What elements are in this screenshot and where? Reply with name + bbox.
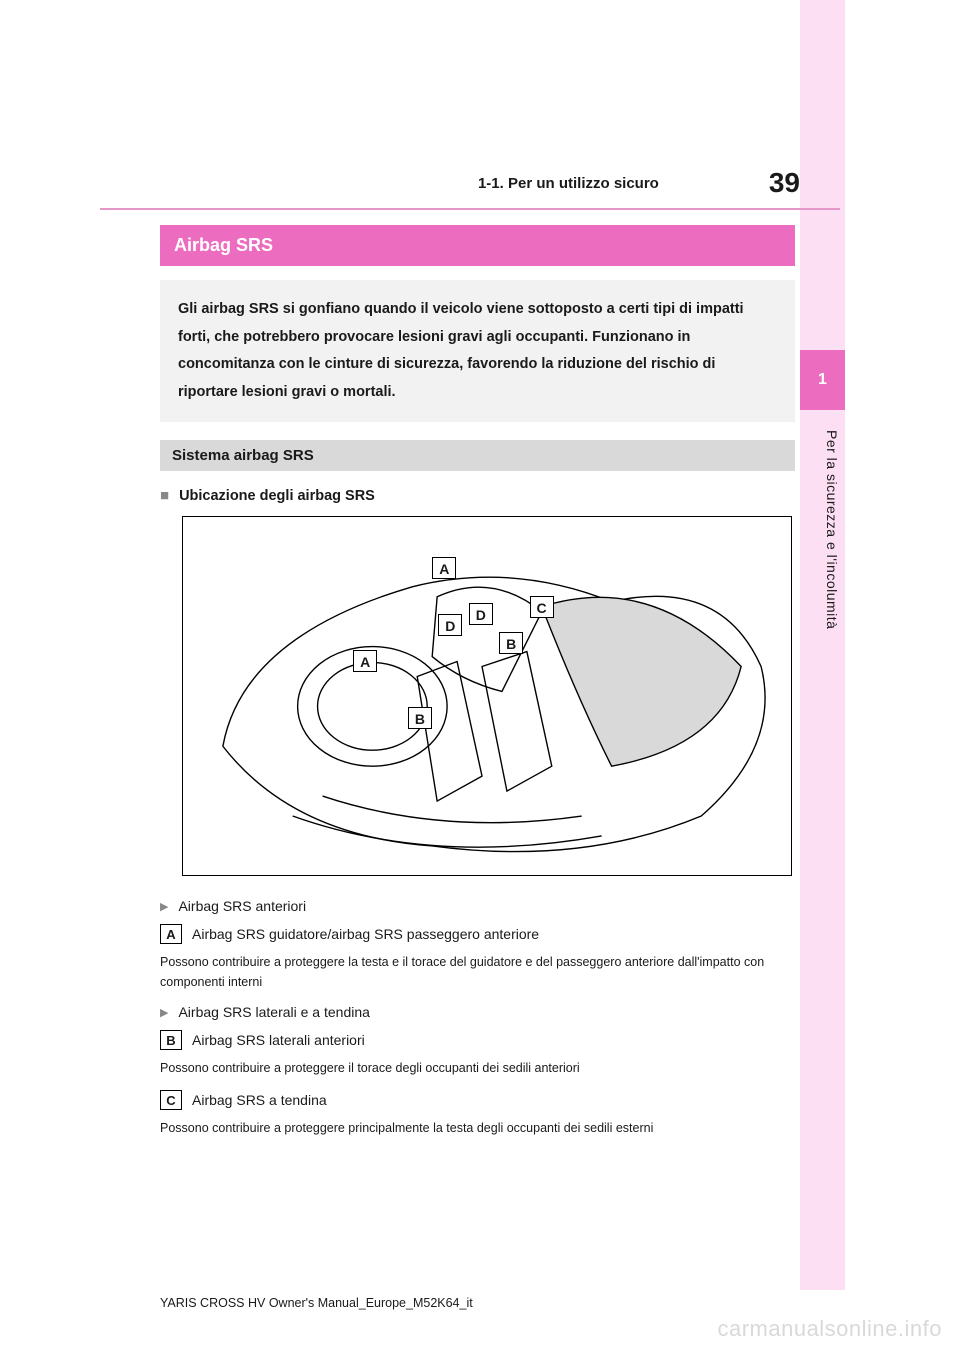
square-bullet-label: Ubicazione degli airbag SRS [179,488,375,504]
diagram-label-b: B [408,707,432,729]
chapter-side-label: Per la sicurezza e l'incolumità [820,430,840,629]
item-a-desc: Possono contribuire a proteggere la test… [160,952,795,992]
diagram-label-a: A [432,557,456,579]
square-bullet-icon: ■ [160,487,169,504]
group-heading-1: ▶ Airbag SRS anteriori [160,898,795,914]
header-rule [100,208,840,210]
item-b-label: Airbag SRS laterali anteriori [192,1032,365,1048]
group-heading-2: ▶ Airbag SRS laterali e a tendina [160,1004,795,1020]
item-c-row: C Airbag SRS a tendina [160,1090,795,1110]
intro-summary-box: Gli airbag SRS si gonfiano quando il vei… [160,280,795,422]
triangle-bullet-icon: ▶ [160,900,168,913]
page-content: Airbag SRS Gli airbag SRS si gonfiano qu… [160,225,795,1150]
item-a-row: A Airbag SRS guidatore/airbag SRS passeg… [160,924,795,944]
section-path: 1-1. Per un utilizzo sicuro [478,175,769,192]
chapter-tab: 1 [800,350,845,410]
group-heading-1-text: Airbag SRS anteriori [178,898,306,914]
item-b-row: B Airbag SRS laterali anteriori [160,1030,795,1050]
letter-box-a: A [160,924,182,944]
group-heading-2-text: Airbag SRS laterali e a tendina [178,1004,369,1020]
page-number: 39 [769,167,800,199]
letter-box-c: C [160,1090,182,1110]
side-strip [800,0,845,1290]
diagram-label-d: D [469,603,493,625]
diagram-label-d: D [438,614,462,636]
topic-title-bar: Airbag SRS [160,225,795,266]
item-c-label: Airbag SRS a tendina [192,1092,327,1108]
triangle-bullet-icon: ▶ [160,1006,168,1019]
diagram-label-c: C [530,596,554,618]
airbag-location-diagram: ADDCBAB [182,516,792,876]
footer-manual-id: YARIS CROSS HV Owner's Manual_Europe_M52… [160,1296,473,1310]
diagram-label-b: B [499,632,523,654]
diagram-label-a: A [353,650,377,672]
square-bullet-row: ■ Ubicazione degli airbag SRS [160,487,795,504]
letter-box-b: B [160,1030,182,1050]
item-b-desc: Possono contribuire a proteggere il tora… [160,1058,795,1078]
subsection-bar: Sistema airbag SRS [160,440,795,471]
item-a-label: Airbag SRS guidatore/airbag SRS passegge… [192,926,539,942]
running-header: 39 1-1. Per un utilizzo sicuro [160,175,800,199]
car-interior-outline [183,517,791,876]
watermark: carmanualsonline.info [717,1316,942,1342]
item-c-desc: Possono contribuire a proteggere princip… [160,1118,795,1138]
